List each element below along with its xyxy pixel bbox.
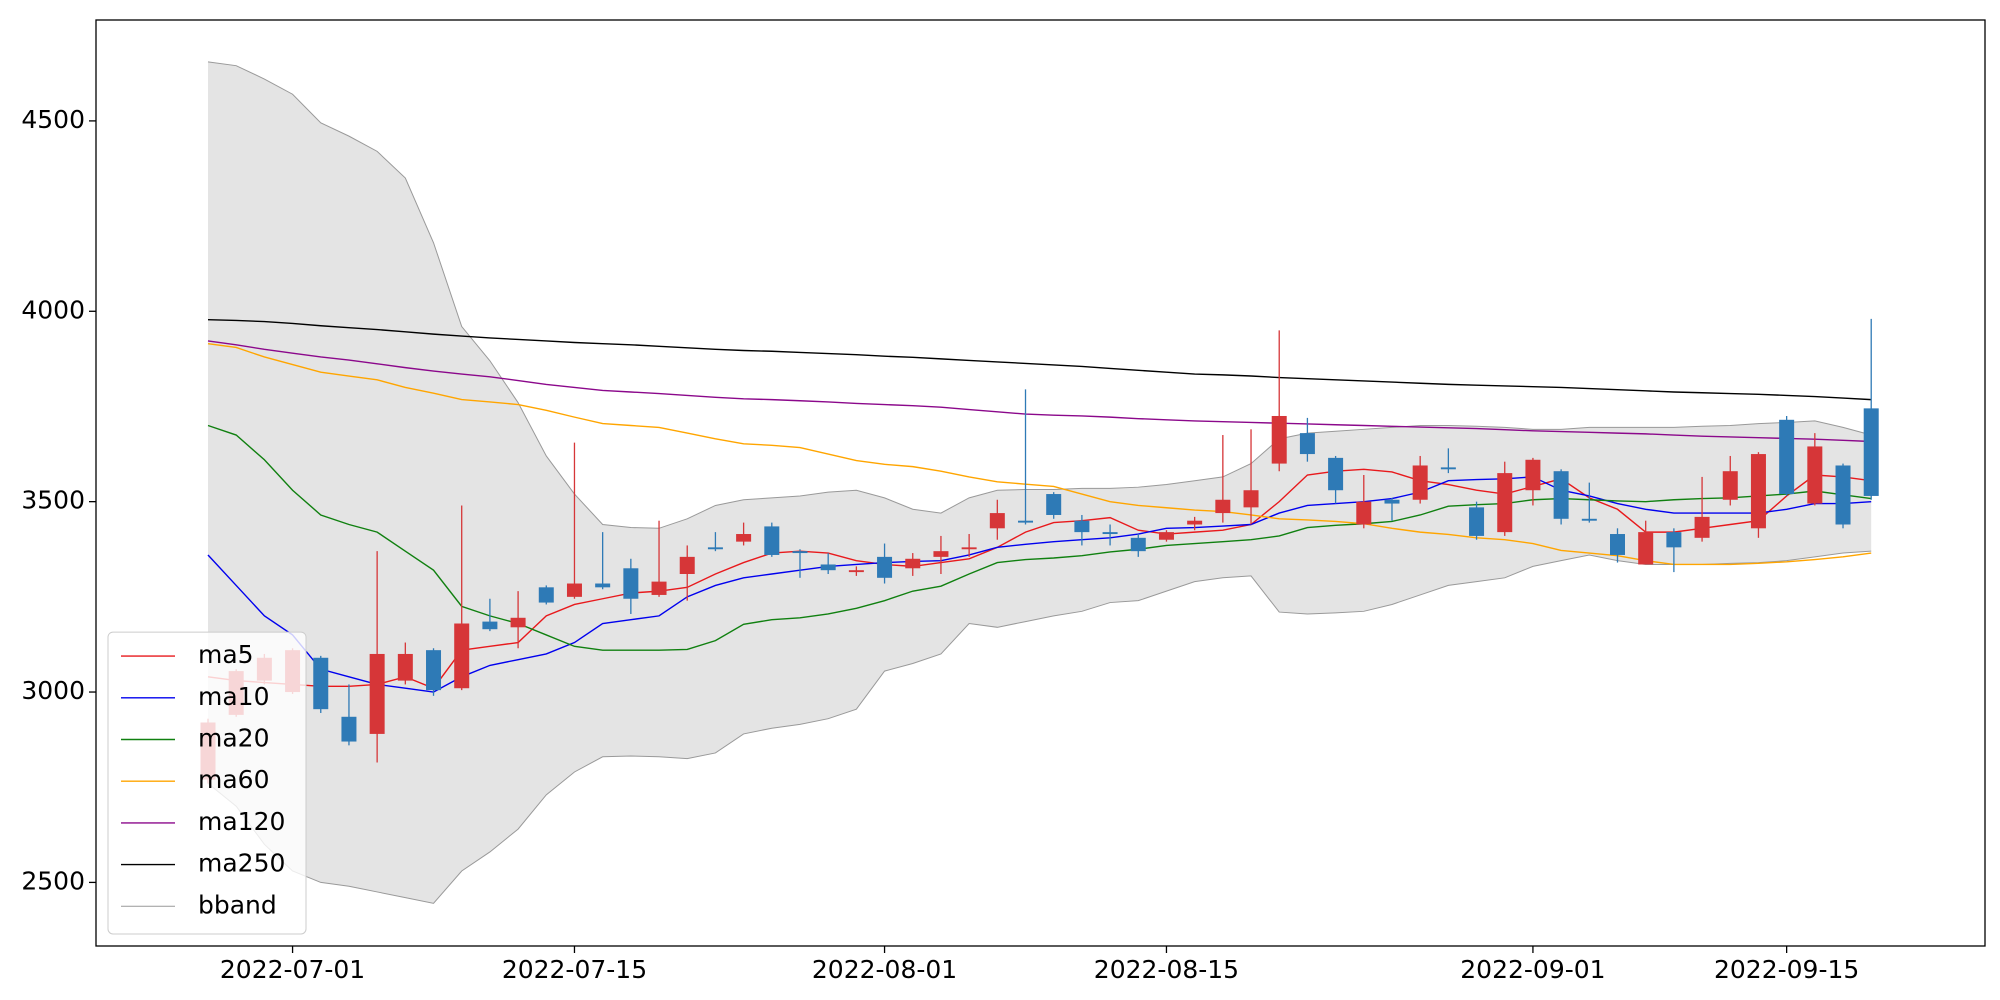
candle-body bbox=[1807, 446, 1823, 504]
candle-body bbox=[1158, 532, 1174, 540]
candle-body bbox=[1299, 433, 1315, 455]
candle-body bbox=[1610, 534, 1625, 555]
candle-body bbox=[1779, 419, 1795, 495]
candle-body bbox=[595, 583, 611, 588]
x-tick-label: 2022-08-01 bbox=[812, 955, 957, 984]
candle-body bbox=[341, 716, 357, 742]
y-tick-label: 3000 bbox=[21, 676, 85, 705]
candle-body bbox=[651, 581, 667, 595]
candle-body bbox=[1074, 520, 1090, 533]
candle-body bbox=[736, 534, 752, 542]
candle-body bbox=[1328, 457, 1344, 491]
candle-body bbox=[313, 657, 329, 710]
ma-line bbox=[207, 340, 1872, 443]
candle-body bbox=[1722, 471, 1738, 500]
candle-body bbox=[1835, 465, 1851, 525]
x-tick-label: 2022-08-15 bbox=[1094, 955, 1239, 984]
plot-frame bbox=[95, 19, 1986, 947]
y-tick-label: 4500 bbox=[21, 105, 85, 134]
candle-body bbox=[1187, 520, 1203, 525]
candle-body bbox=[369, 653, 385, 734]
candle-body bbox=[1215, 499, 1231, 514]
legend: ma5 ma10 ma20 ma60 ma120 ma250 bband bbox=[107, 631, 307, 935]
candle-body bbox=[961, 547, 977, 550]
candle-body bbox=[905, 558, 921, 569]
bband-upper bbox=[207, 61, 1872, 529]
candle-body bbox=[877, 556, 893, 578]
candle-body bbox=[623, 568, 639, 599]
legend-label: ma120 bbox=[198, 807, 285, 836]
candle-body bbox=[1553, 471, 1569, 519]
candle-body bbox=[1694, 516, 1710, 538]
x-tick-label: 2022-07-01 bbox=[220, 955, 365, 984]
legend-label: bband bbox=[198, 890, 277, 919]
y-tick-label: 4000 bbox=[21, 295, 85, 324]
candle-body bbox=[707, 547, 723, 550]
candle-body bbox=[764, 526, 780, 555]
candle-body bbox=[1525, 459, 1541, 491]
ma-line bbox=[207, 476, 1872, 693]
ma-line bbox=[207, 424, 1872, 651]
candle-body bbox=[820, 564, 836, 571]
candle-body bbox=[510, 617, 526, 628]
candle-body bbox=[792, 551, 808, 554]
x-tick-label: 2022-09-15 bbox=[1714, 955, 1859, 984]
candle-body bbox=[933, 551, 949, 557]
candle-body bbox=[566, 583, 582, 597]
candle-body bbox=[1356, 501, 1372, 525]
candle-body bbox=[1666, 532, 1682, 548]
candle-body bbox=[1469, 507, 1485, 536]
candle-body bbox=[1412, 465, 1428, 500]
candle-body bbox=[1102, 532, 1118, 535]
candle-body bbox=[1440, 467, 1456, 470]
candle-body bbox=[1384, 499, 1400, 504]
candle-body bbox=[1581, 518, 1597, 521]
legend-label: ma10 bbox=[198, 682, 269, 711]
candle-body bbox=[397, 653, 413, 681]
legend-label: ma60 bbox=[198, 765, 269, 794]
legend-label: ma250 bbox=[198, 849, 285, 878]
candle-body bbox=[1497, 473, 1513, 533]
bband-lower bbox=[207, 550, 1872, 904]
candle-body bbox=[426, 650, 442, 691]
candle-body bbox=[454, 623, 470, 689]
candle-body bbox=[1750, 454, 1766, 529]
candle-body bbox=[1130, 537, 1146, 552]
candle-body bbox=[989, 513, 1005, 529]
candle-body bbox=[538, 587, 554, 603]
legend-box bbox=[107, 631, 307, 935]
candle-body bbox=[1638, 532, 1654, 565]
x-tick-label: 2022-09-01 bbox=[1460, 955, 1605, 984]
candle-body bbox=[1863, 408, 1879, 496]
candle-body bbox=[848, 570, 864, 573]
candle-body bbox=[1046, 494, 1062, 515]
candle-body bbox=[1271, 415, 1287, 464]
candle-body bbox=[482, 621, 498, 630]
y-tick-label: 2500 bbox=[21, 866, 85, 895]
candle-body bbox=[1243, 490, 1259, 508]
ma-line bbox=[207, 318, 1872, 401]
ma-line bbox=[207, 342, 1872, 566]
legend-label: ma5 bbox=[198, 640, 254, 669]
candle-body bbox=[679, 556, 695, 575]
legend-label: ma20 bbox=[198, 724, 269, 753]
bband-area bbox=[208, 61, 1872, 904]
y-tick-label: 3500 bbox=[21, 486, 85, 515]
candle-body bbox=[1018, 520, 1034, 523]
x-tick-label: 2022-07-15 bbox=[502, 955, 647, 984]
